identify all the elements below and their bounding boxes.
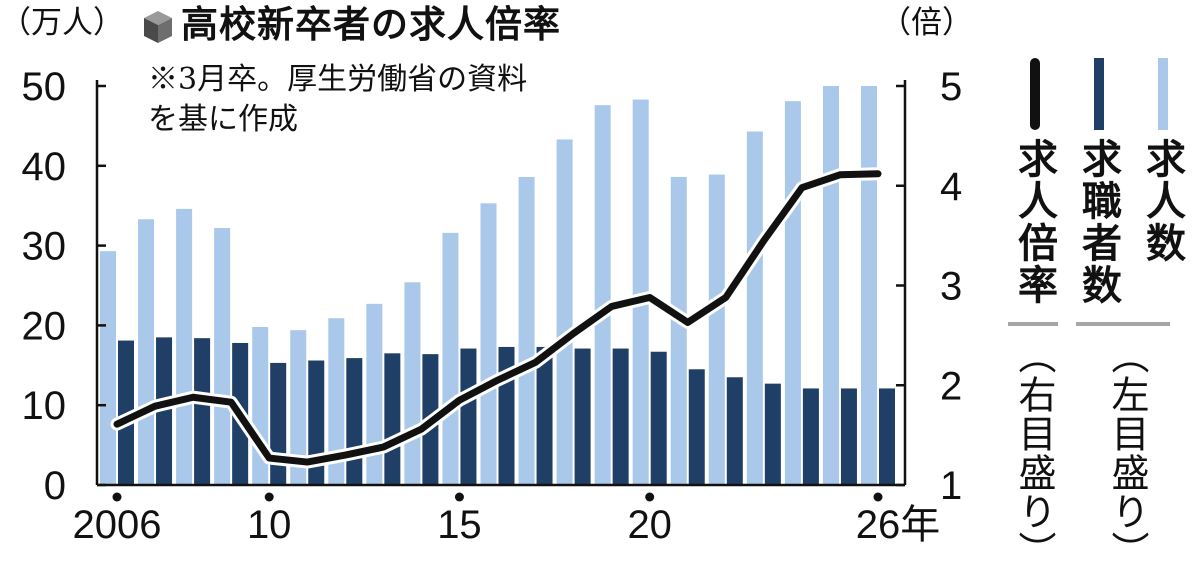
bar-applicants-2008 (194, 338, 210, 485)
bar-applicants-2012 (346, 358, 362, 485)
left-tick-label-30: 30 (22, 225, 67, 269)
right-tick-label-2: 2 (940, 364, 962, 408)
bar-openings-2013 (366, 304, 382, 485)
legend-key-applicants (1094, 58, 1104, 130)
bar-openings-2007 (138, 219, 154, 485)
right-tick-label-4: 4 (940, 165, 962, 209)
bar-applicants-2024 (803, 388, 819, 485)
bar-applicants-2025 (841, 388, 857, 485)
bar-applicants-2010 (270, 363, 286, 485)
bar-openings-2019 (595, 105, 611, 485)
legend-label-ratio: 求人倍率 (1014, 138, 1054, 306)
left-tick-label-0: 0 (44, 464, 66, 508)
x-tick-label-2015: 15 (437, 503, 482, 547)
legend-sub-ratio: （右目盛り） (1015, 336, 1053, 570)
x-tick-label-2020: 20 (627, 503, 672, 547)
legend-sub-left: （左目盛り） (1108, 336, 1146, 570)
bar-openings-2016 (481, 203, 497, 485)
title-box-icon (143, 10, 173, 47)
source-note: ※3月卒。厚生労働省の資料を基に作成 (148, 60, 528, 140)
x-tick-dot-2020 (645, 493, 654, 502)
legend-label-applicants: 求職者数 (1078, 138, 1118, 306)
bar-applicants-2020 (651, 352, 667, 485)
legend-key-openings (1158, 58, 1168, 130)
left-tick-label-10: 10 (22, 384, 67, 428)
bar-openings-2015 (442, 233, 458, 485)
x-tick-dot-2026 (874, 493, 883, 502)
x-tick-label-2026: 26年 (856, 503, 941, 547)
bar-openings-2008 (176, 209, 192, 485)
bar-openings-2018 (557, 139, 573, 485)
bar-openings-2009 (214, 228, 230, 485)
bar-applicants-2018 (575, 349, 591, 485)
legend-separator-ratio (1008, 322, 1058, 326)
right-axis-unit: （倍） (880, 8, 973, 39)
bar-openings-2025 (823, 86, 839, 485)
left-axis-unit: （万人） (0, 8, 124, 39)
bar-applicants-2015 (460, 349, 476, 485)
bar-openings-2006 (100, 251, 116, 485)
x-tick-dot-2015 (455, 493, 464, 502)
bar-applicants-2022 (727, 377, 743, 485)
bar-openings-2023 (747, 131, 763, 485)
right-tick-label-3: 3 (940, 265, 962, 309)
bar-applicants-2021 (689, 369, 705, 485)
bar-openings-2014 (404, 282, 420, 485)
x-tick-dot-2010 (265, 493, 274, 502)
bar-openings-2021 (671, 177, 687, 485)
bar-applicants-2023 (765, 384, 781, 485)
chart-title: 高校新卒者の求人倍率 (181, 6, 561, 43)
x-tick-label-2010: 10 (247, 503, 292, 547)
bar-applicants-2013 (384, 353, 400, 485)
left-tick-label-40: 40 (22, 145, 67, 189)
x-tick-label-2006: 2006 (73, 503, 162, 547)
legend-key-line (1030, 58, 1040, 130)
right-tick-label-1: 1 (940, 464, 962, 508)
ratio-line (117, 174, 878, 462)
legend-separator-left (1076, 322, 1170, 326)
right-tick-label-5: 5 (940, 65, 962, 109)
bar-openings-2026 (861, 86, 877, 485)
bar-openings-2017 (519, 177, 535, 485)
ratio-line-halo (117, 174, 878, 462)
x-tick-dot-2006 (113, 493, 122, 502)
bar-applicants-2019 (613, 349, 629, 485)
left-tick-label-50: 50 (22, 65, 67, 109)
bar-openings-2022 (709, 175, 725, 485)
bar-openings-2024 (785, 101, 801, 485)
bar-applicants-2026 (879, 388, 895, 485)
left-tick-label-20: 20 (22, 304, 67, 348)
legend-label-openings: 求人数 (1142, 138, 1182, 264)
